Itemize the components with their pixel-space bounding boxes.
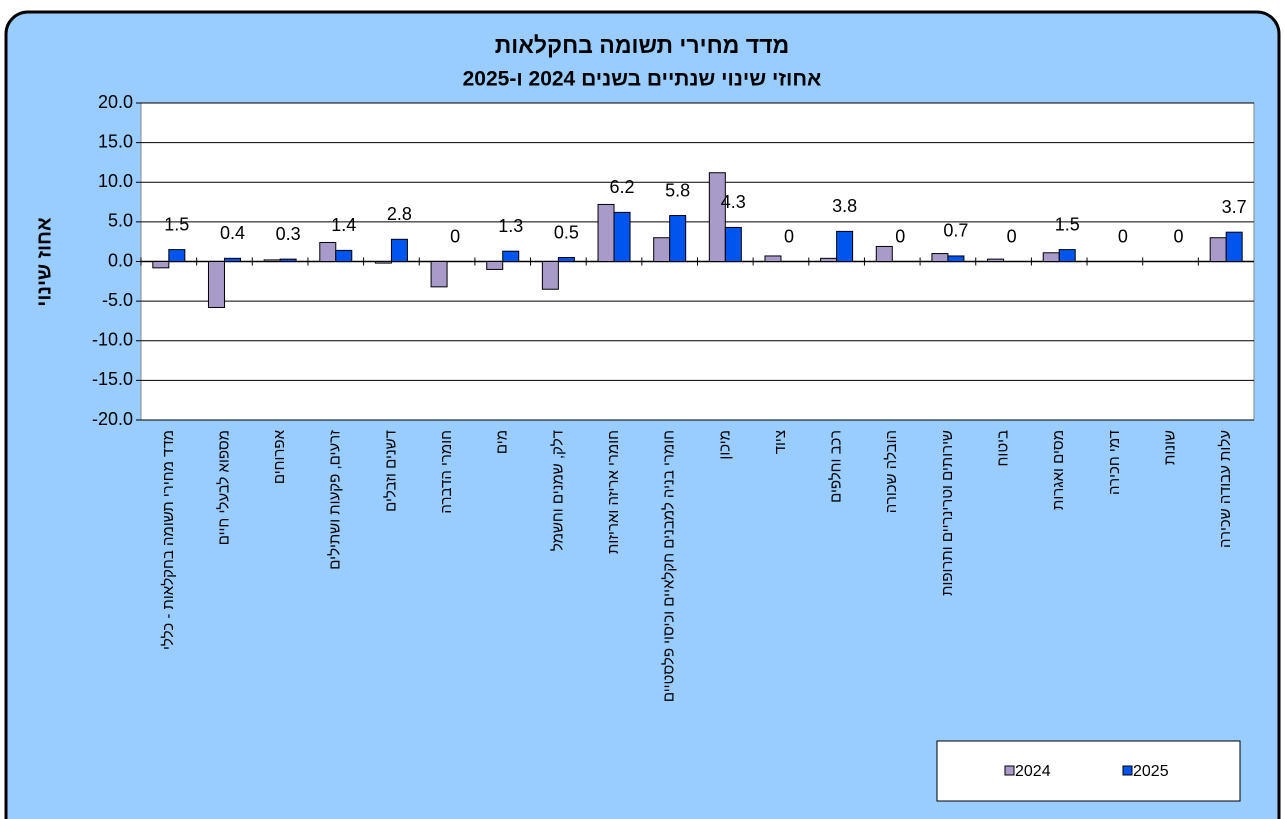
bar xyxy=(168,249,186,263)
bar xyxy=(1209,237,1227,263)
bar xyxy=(653,237,671,263)
bar xyxy=(669,215,687,263)
bar xyxy=(502,250,520,262)
data-label: 3.7 xyxy=(1222,197,1247,217)
data-label: 0 xyxy=(895,226,905,246)
legend-swatch xyxy=(1004,765,1015,776)
data-label: 0 xyxy=(784,226,794,246)
x-tick-label: חומרי בניה למבנים חקלאיים וכיסוי פלסטיים xyxy=(661,430,678,702)
bar xyxy=(987,258,1005,262)
bar xyxy=(836,230,854,262)
data-label: 0.5 xyxy=(554,222,579,242)
y-tick-label: 15.0 xyxy=(98,131,133,151)
legend-box xyxy=(936,740,1241,802)
bar xyxy=(764,255,782,262)
bar xyxy=(390,238,408,262)
y-tick-label: -5.0 xyxy=(102,290,133,310)
bar xyxy=(597,203,615,263)
bar xyxy=(207,261,225,308)
legend-label: 2025 xyxy=(1133,763,1169,780)
x-tick-label: זרעים, פקעות ושתילים xyxy=(327,430,344,570)
y-tick-label: -15.0 xyxy=(92,369,133,389)
x-tick-label: עלות עבודה שכירה xyxy=(1217,430,1234,548)
bar xyxy=(820,257,838,262)
data-label: 0 xyxy=(1174,226,1184,246)
bar xyxy=(319,241,337,262)
data-label: 4.3 xyxy=(721,192,746,212)
data-label: 0 xyxy=(450,226,460,246)
legend-label: 2024 xyxy=(1015,763,1051,780)
chart-subtitle: אחוזי שינוי שנתיים בשנים 2024 ו-2025 xyxy=(463,68,822,91)
x-tick-label: ציוד xyxy=(772,430,789,454)
chart-title: מדד מחירי תשומה בחקלאות xyxy=(495,32,790,58)
bar xyxy=(335,249,353,262)
x-tick-label: דשנים וזבלים xyxy=(382,430,399,512)
data-label: 2.8 xyxy=(387,204,412,224)
bar xyxy=(613,211,631,263)
y-tick-label: -20.0 xyxy=(92,409,133,429)
bar xyxy=(152,261,170,269)
bar xyxy=(541,261,559,290)
bar xyxy=(931,253,949,262)
x-tick-label: שירותים וטרינריים ותרופות xyxy=(939,430,956,596)
x-tick-label: חומרי אריזה ואריזות xyxy=(605,430,622,554)
x-tick-label: הובלה שכורה xyxy=(883,430,900,513)
x-tick-label: ביטוח xyxy=(995,430,1012,466)
x-tick-label: מסים ואגרות xyxy=(1050,430,1067,510)
y-tick-label: 0.0 xyxy=(108,250,133,270)
data-label: 0.3 xyxy=(276,224,301,244)
y-tick-label: -10.0 xyxy=(92,330,133,350)
bar xyxy=(486,261,504,270)
bar xyxy=(557,257,575,263)
data-label: 6.2 xyxy=(610,177,635,197)
x-tick-label: דלק, שמנים וחשמל xyxy=(549,430,566,551)
data-label: 3.8 xyxy=(832,196,857,216)
legend-swatch xyxy=(1122,765,1133,776)
x-tick-label: מספוא לבעלי חיים xyxy=(215,430,232,545)
y-tick-label: 10.0 xyxy=(98,171,133,191)
bar xyxy=(724,226,742,262)
bar xyxy=(279,258,297,262)
data-label: 0.4 xyxy=(220,223,245,243)
data-label: 1.4 xyxy=(331,215,356,235)
x-tick-label: מדד מחירי תשומה בחקלאות - כללי xyxy=(160,430,177,650)
data-label: 0 xyxy=(1007,226,1017,246)
data-label: 1.5 xyxy=(164,214,189,234)
bar xyxy=(223,257,241,262)
bar xyxy=(708,172,726,263)
bar xyxy=(1058,249,1076,263)
bar xyxy=(947,255,965,262)
bar xyxy=(263,259,281,263)
data-label: 5.8 xyxy=(665,180,690,200)
y-axis-label: אחוז שינוי xyxy=(33,217,55,307)
bar xyxy=(1042,252,1060,263)
x-tick-label: שונות xyxy=(1161,430,1178,465)
y-tick-label: 20.0 xyxy=(98,92,133,112)
data-label: 1.3 xyxy=(498,216,523,236)
x-tick-label: רכב וחלפים xyxy=(828,430,845,503)
x-tick-label: מיכון xyxy=(716,430,733,460)
x-tick-label: מים xyxy=(494,430,511,454)
bar xyxy=(430,261,448,288)
bar xyxy=(374,261,392,264)
x-tick-label: אפרוחים xyxy=(271,429,288,484)
bar xyxy=(875,245,893,263)
data-label: 0.7 xyxy=(943,221,968,241)
data-label: 0 xyxy=(1118,226,1128,246)
x-tick-label: דמי חכירה xyxy=(1106,430,1123,495)
bar xyxy=(1225,231,1243,263)
y-tick-label: 5.0 xyxy=(108,211,133,231)
x-tick-label: חומרי הדברה xyxy=(438,430,455,514)
data-label: 1.5 xyxy=(1055,214,1080,234)
